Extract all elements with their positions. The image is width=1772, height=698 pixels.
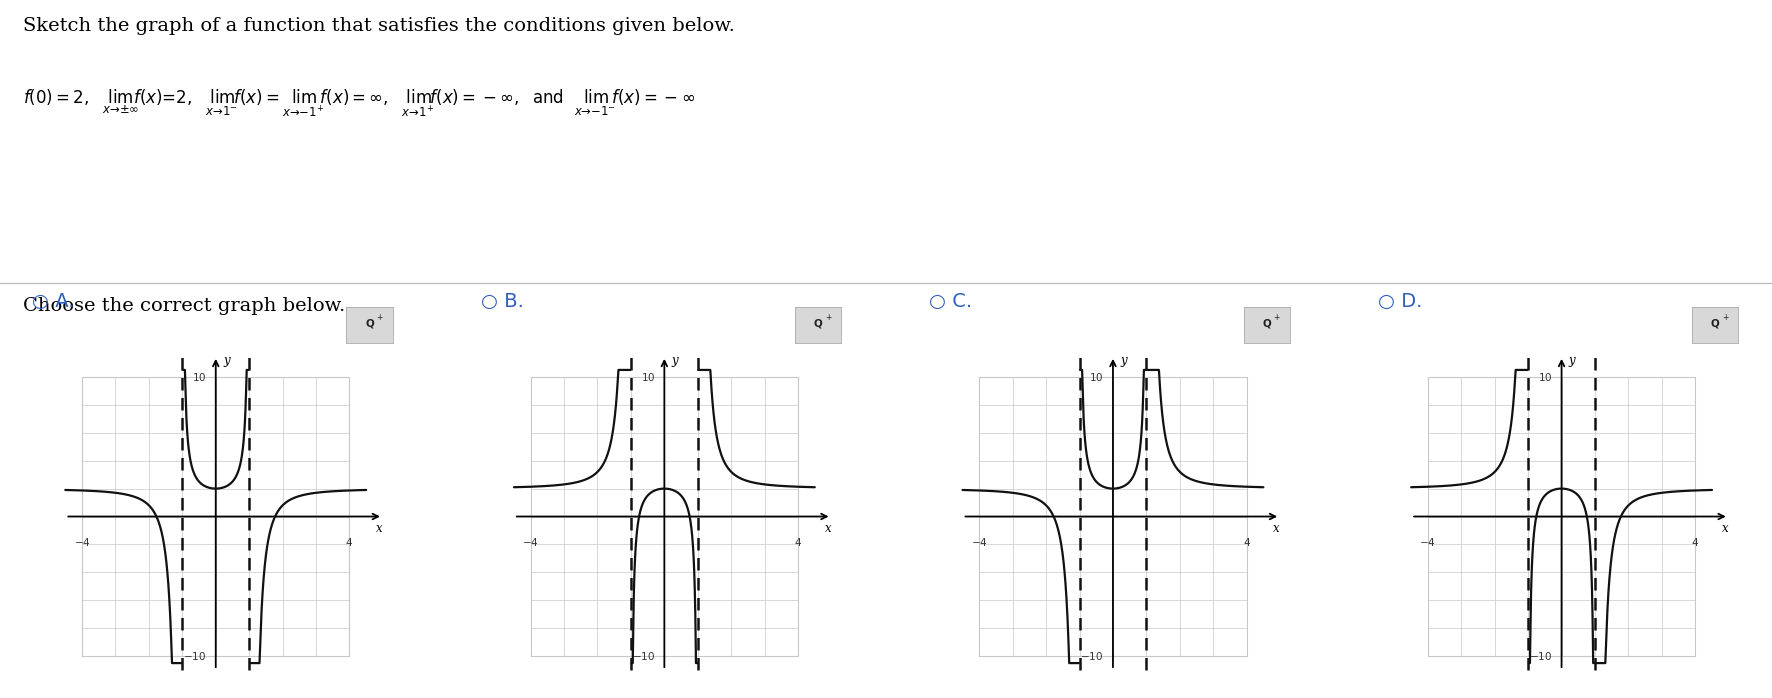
Text: $-10$: $-10$ [1529, 650, 1552, 662]
Text: y: y [1120, 354, 1127, 366]
Text: $-10$: $-10$ [183, 650, 206, 662]
Text: y: y [672, 354, 679, 366]
Text: Choose the correct graph below.: Choose the correct graph below. [23, 297, 346, 315]
Text: $-10$: $-10$ [633, 650, 656, 662]
Text: $-10$: $-10$ [1081, 650, 1104, 662]
Text: $-4$: $-4$ [971, 536, 987, 548]
Text: Q: Q [1712, 318, 1719, 329]
Text: $-4$: $-4$ [74, 536, 90, 548]
Text: x: x [1722, 522, 1729, 535]
Text: +: + [826, 313, 831, 322]
Text: Q: Q [365, 318, 374, 329]
Text: y: y [223, 354, 230, 366]
Text: $-4$: $-4$ [523, 536, 539, 548]
Text: ○ D.: ○ D. [1377, 292, 1423, 311]
Text: $10$: $10$ [1090, 371, 1104, 383]
Text: x: x [824, 522, 831, 535]
Text: $10$: $10$ [191, 371, 206, 383]
Text: ○ A.: ○ A. [32, 292, 74, 311]
Text: $4$: $4$ [794, 536, 803, 548]
Text: $4$: $4$ [346, 536, 353, 548]
Text: $-4$: $-4$ [1419, 536, 1437, 548]
Text: $f(0) = 2,$  $\lim_{x \to \pm\infty}\!\!f(x) = 2,$  $\lim_{x \to 1^-}\!\!f(x) = : $f(0) = 2,$ $\lim_{x \to \pm\infty}\!\!f… [23, 87, 695, 119]
Text: +: + [1274, 313, 1279, 322]
Text: $10$: $10$ [1538, 371, 1552, 383]
Text: Q: Q [813, 318, 822, 329]
Text: Sketch the graph of a function that satisfies the conditions given below.: Sketch the graph of a function that sati… [23, 17, 735, 36]
Text: $4$: $4$ [1690, 536, 1699, 548]
Text: +: + [376, 313, 383, 322]
Text: $10$: $10$ [640, 371, 656, 383]
Text: ○ C.: ○ C. [929, 292, 973, 311]
Text: Q: Q [1262, 318, 1271, 329]
Text: x: x [1274, 522, 1279, 535]
Text: +: + [1722, 313, 1729, 322]
Text: x: x [376, 522, 383, 535]
Text: ○ B.: ○ B. [480, 292, 523, 311]
Text: $4$: $4$ [1242, 536, 1251, 548]
Text: y: y [1568, 354, 1575, 366]
